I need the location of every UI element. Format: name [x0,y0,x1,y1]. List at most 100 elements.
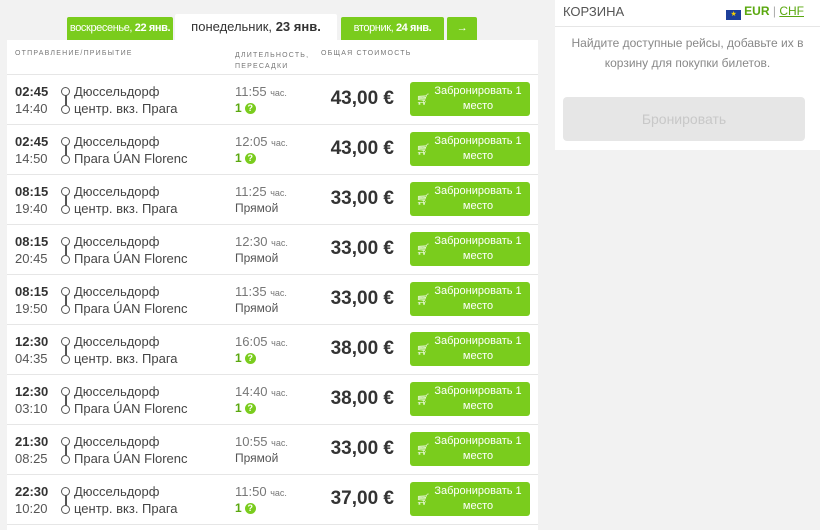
destination-city: Прага ÚAN Florenc [74,451,188,466]
header-departure: отправление/прибытие [15,50,133,57]
divider [555,26,820,27]
route-line-icon [61,187,70,217]
duration-value: 14:40 [235,384,268,399]
book-cart-button[interactable]: Бронировать [563,97,805,141]
duration: 11:55 час. [235,84,287,99]
tab-current-day[interactable]: понедельник, 23 янв. [175,14,337,40]
cart-icon: 🛒︎ [416,144,430,156]
trip-row: 22:30 10:20 Дюссельдорф центр. вкз. Праг… [7,475,538,525]
duration-value: 11:35 [235,284,267,299]
transfers: Прямой [235,201,278,215]
duration-unit: час. [270,188,287,198]
route-line-icon [61,337,70,367]
origin-city: Дюссельдорф [74,284,160,299]
price: 33,00 € [330,438,394,459]
book-button[interactable]: 🛒︎ Забронировать 1 место [410,432,530,466]
duration: 11:25 час. [235,184,287,199]
book-label: Забронировать 1 место [434,335,522,362]
next-arrow-button[interactable]: → [447,17,477,40]
departure-time: 08:15 [15,284,49,299]
route-line-icon [61,87,70,117]
tab-prev-day[interactable]: воскресенье, 22 янв. [67,17,173,40]
arrival-time: 14:40 [15,101,48,116]
arrow-right-icon: → [456,22,468,34]
book-button[interactable]: 🛒︎ Забронировать 1 место [410,282,530,316]
help-icon[interactable]: ? [244,353,256,365]
duration-value: 11:50 [235,484,267,499]
book-button[interactable]: 🛒︎ Забронировать 1 место [410,382,530,416]
transfers: 1? [235,101,256,115]
departure-time: 22:30 [15,484,49,499]
transfers-value: 1 [235,101,242,115]
trip-row: 02:45 14:40 Дюссельдорф центр. вкз. Праг… [7,75,538,125]
trip-row: 08:15 19:40 Дюссельдорф центр. вкз. Праг… [7,175,538,225]
destination-city: Прага ÚAN Florenc [74,301,188,316]
book-label: Забронировать 1 место [434,285,522,312]
header-duration: длительность, пересадки [235,52,310,70]
tab-date: 23 янв. [275,19,321,34]
destination-city: центр. вкз. Прага [74,101,178,116]
transfers-value: 1 [235,351,242,365]
duration-unit: час. [270,88,287,98]
origin-city: Дюссельдорф [74,384,160,399]
eu-flag-icon: ★ [726,10,742,20]
duration-unit: час. [271,388,288,398]
duration-value: 16:05 [235,334,268,349]
duration-unit: час. [271,238,288,248]
header-price: общая стоимость [321,50,412,57]
price: 33,00 € [330,288,394,309]
book-button[interactable]: 🛒︎ Забронировать 1 место [410,82,530,116]
departure-time: 02:45 [15,134,49,149]
cart-icon: 🛒︎ [416,294,430,306]
results-header: отправление/прибытие длительность, перес… [7,40,538,75]
departure-time: 02:45 [15,84,49,99]
route-line-icon [61,237,70,267]
transfers-value: Прямой [235,301,279,315]
origin-city: Дюссельдорф [74,434,160,449]
book-button[interactable]: 🛒︎ Забронировать 1 место [410,232,530,266]
help-icon[interactable]: ? [244,103,256,115]
duration-value: 12:05 [235,134,268,149]
cart-icon: 🛒︎ [416,494,430,506]
duration-unit: час. [270,288,287,298]
book-button[interactable]: 🛒︎ Забронировать 1 место [410,332,530,366]
arrival-time: 20:45 [15,251,48,266]
price: 43,00 € [330,88,394,109]
currency-eur[interactable]: EUR [744,4,770,18]
origin-city: Дюссельдорф [74,334,160,349]
book-button[interactable]: 🛒︎ Забронировать 1 место [410,132,530,166]
tab-day: воскресенье, [69,22,133,34]
book-button[interactable]: 🛒︎ Забронировать 1 место [410,182,530,216]
book-label: Забронировать 1 место [434,185,522,212]
tab-date: 22 янв. [134,22,171,34]
tab-next-day[interactable]: вторник, 24 янв. [341,17,444,40]
route-line-icon [61,287,70,317]
route-line-icon [61,437,70,467]
help-icon[interactable]: ? [244,503,256,515]
currency-separator: | [772,4,776,18]
origin-city: Дюссельдорф [74,184,160,199]
departure-time: 12:30 [15,384,49,399]
book-label: Забронировать 1 место [434,385,522,412]
arrival-time: 03:10 [15,401,48,416]
arrival-time: 19:50 [15,301,48,316]
transfers: Прямой [235,451,278,465]
trip-row: 21:30 08:25 Дюссельдорф Прага ÚAN Floren… [7,425,538,475]
book-button[interactable]: 🛒︎ Забронировать 1 место [410,482,530,516]
arrival-time: 19:40 [15,201,48,216]
cart-title: КОРЗИНА [563,4,625,19]
destination-city: Прага ÚAN Florenc [74,401,188,416]
cart-empty-message: Найдите доступные рейсы, добавьте их в к… [571,36,804,70]
help-icon[interactable]: ? [244,403,256,415]
duration-unit: час. [270,488,287,498]
duration-unit: час. [271,438,288,448]
help-icon[interactable]: ? [244,153,256,165]
route-line-icon [61,137,70,167]
transfers-value: 1 [235,401,242,415]
origin-city: Дюссельдорф [74,134,160,149]
price: 38,00 € [330,338,394,359]
currency-chf[interactable]: CHF [779,4,804,18]
duration: 10:55 час. [235,434,288,449]
duration-value: 11:25 [235,184,267,199]
transfers: Прямой [235,251,278,265]
